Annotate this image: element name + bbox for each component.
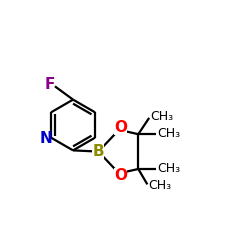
Text: B: B xyxy=(92,144,104,159)
Text: F: F xyxy=(44,77,55,92)
Text: N: N xyxy=(39,131,52,146)
Text: CH₃: CH₃ xyxy=(158,162,180,175)
Text: CH₃: CH₃ xyxy=(148,179,172,192)
Text: O: O xyxy=(114,168,127,183)
Text: CH₃: CH₃ xyxy=(158,128,180,140)
Text: CH₃: CH₃ xyxy=(150,110,174,124)
Text: O: O xyxy=(114,120,127,135)
